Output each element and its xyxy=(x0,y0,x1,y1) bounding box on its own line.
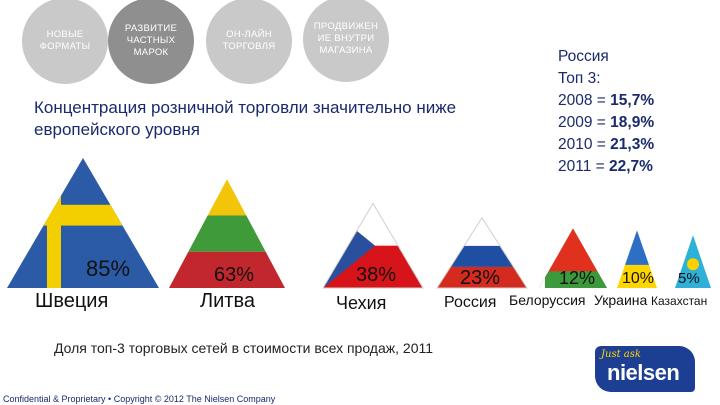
russia-row-value: 21,3% xyxy=(610,136,655,153)
value-label-ukraine: 10% xyxy=(622,270,655,287)
russia-row-2010: 2010 = 21,3% xyxy=(558,134,654,156)
country-label-ukraine: Украина xyxy=(594,292,648,308)
value-label-russia: 23% xyxy=(460,267,501,289)
russia-row-value: 15,7% xyxy=(610,92,655,109)
russia-row-year: 2011 = xyxy=(558,158,609,175)
pyramid-sweden xyxy=(7,158,159,288)
russia-top3-box: Россия Топ 3: 2008 = 15,7% 2009 = 18,9% … xyxy=(558,46,654,178)
russia-row-2008: 2008 = 15,7% xyxy=(558,90,654,112)
russia-row-year: 2009 = xyxy=(558,114,611,131)
country-label-belarus: Белоруссия xyxy=(509,292,586,308)
russia-row-value: 22,7% xyxy=(609,158,653,175)
chart-footnote: Доля топ-3 торговых сетей в стоимости вс… xyxy=(54,340,434,356)
copyright-notice: Confidential & Proprietary • Copyright ©… xyxy=(3,394,276,404)
country-label-lithuania: Литва xyxy=(200,290,255,312)
nielsen-logo: Just ask nielsen xyxy=(595,346,695,392)
logo-wordmark: nielsen xyxy=(607,360,680,385)
tab-new-formats-label: НОВЫЕ ФОРМАТЫ xyxy=(39,29,91,52)
tab-in-store-promotion-label: ПРОДВИЖЕН ИЕ ВНУТРИ МАГАЗИНА xyxy=(313,21,379,56)
pyramid-outline-czech xyxy=(322,202,424,289)
russia-row-value: 18,9% xyxy=(610,114,655,131)
pyramid-outline-russia xyxy=(436,216,528,289)
russia-row-year: 2008 = xyxy=(558,92,611,109)
russia-box-subtitle: Топ 3: xyxy=(558,70,601,87)
russia-box-title: Россия xyxy=(558,48,609,65)
russia-row-2009: 2009 = 18,9% xyxy=(558,112,654,134)
tab-new-formats[interactable]: НОВЫЕ ФОРМАТЫ xyxy=(22,0,108,84)
country-label-russia: Россия xyxy=(444,294,497,311)
tab-private-labels-label: РАЗВИТИЕ ЧАСТНЫХ МАРОК xyxy=(124,23,178,58)
value-label-czech: 38% xyxy=(356,264,397,286)
russia-row-year: 2010 = xyxy=(558,136,611,153)
logo-tagline: Just ask xyxy=(601,349,641,360)
tab-private-labels[interactable]: РАЗВИТИЕ ЧАСТНЫХ МАРОК xyxy=(108,0,194,84)
country-label-sweden: Швеция xyxy=(35,290,109,312)
tab-online-trade[interactable]: ОН-ЛАЙН ТОРГОВЛЯ xyxy=(206,0,292,84)
country-label-czech: Чехия xyxy=(336,293,387,313)
tab-online-trade-label: ОН-ЛАЙН ТОРГОВЛЯ xyxy=(222,29,276,52)
value-label-kazakhstan: 5% xyxy=(678,270,700,287)
page-title: Концентрация розничной торговли значител… xyxy=(34,98,457,139)
value-label-belarus: 12% xyxy=(559,268,596,288)
russia-row-2011: 2011 = 22,7% xyxy=(558,156,654,178)
value-label-sweden: 85% xyxy=(86,256,131,281)
value-label-lithuania: 63% xyxy=(214,264,255,286)
country-label-kazakhstan: Казахстан xyxy=(651,294,708,308)
tab-in-store-promotion[interactable]: ПРОДВИЖЕН ИЕ ВНУТРИ МАГАЗИНА xyxy=(303,0,389,82)
